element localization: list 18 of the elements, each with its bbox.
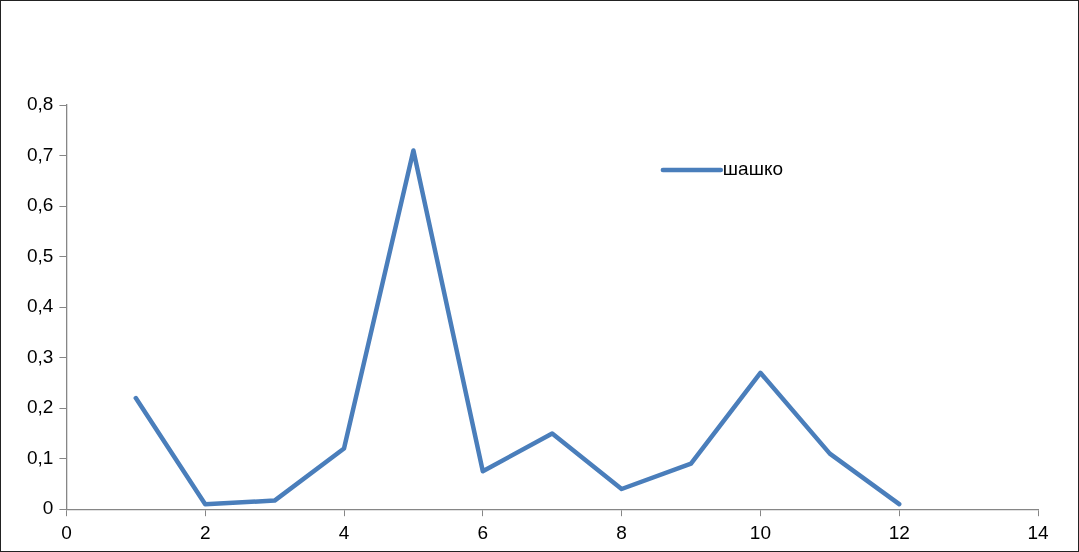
x-tick-label: 6 (477, 521, 489, 543)
y-tick-label: 0,8 (26, 93, 54, 115)
x-tick-label: 0 (61, 521, 72, 543)
y-tick-label: 0,1 (26, 446, 54, 468)
y-tick-label: 0,4 (26, 295, 54, 317)
x-tick-label: 10 (749, 521, 771, 543)
x-tick-label: 8 (616, 521, 627, 543)
x-tick-label: 4 (338, 521, 350, 543)
y-tick-label: 0 (42, 497, 54, 519)
y-tick-label: 0,7 (26, 143, 54, 165)
x-tick-label: 2 (199, 521, 211, 543)
y-tick-label: 0,2 (26, 396, 54, 418)
y-tick-label: 0,5 (26, 244, 54, 266)
x-tick-label: 12 (888, 521, 910, 543)
legend-label: шашко (722, 158, 784, 180)
y-tick-label: 0,6 (26, 194, 54, 216)
y-tick-label: 0,3 (26, 345, 54, 367)
x-tick-label: 14 (1027, 521, 1049, 543)
